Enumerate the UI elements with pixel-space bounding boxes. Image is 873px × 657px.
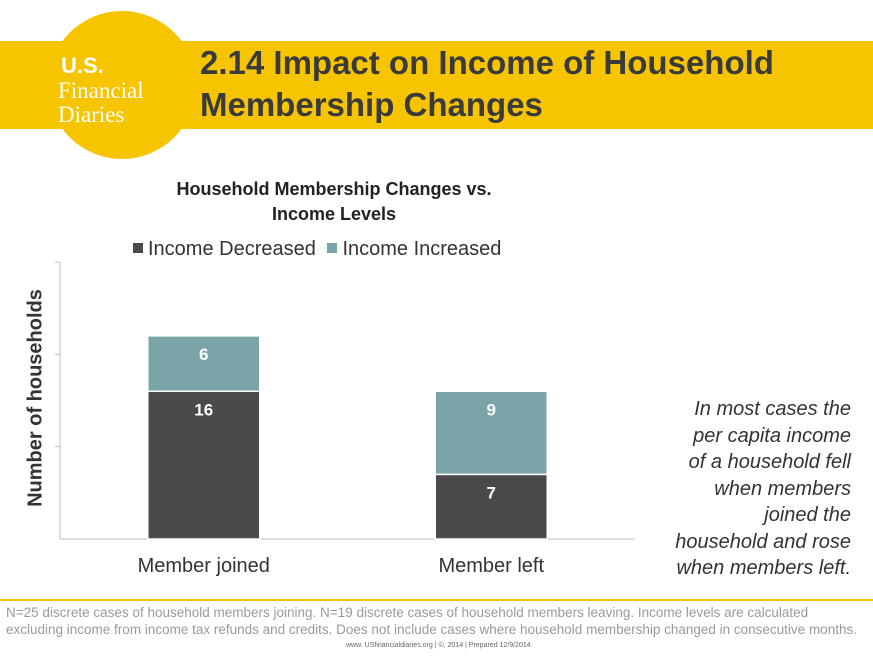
data-label: 6 xyxy=(199,345,208,364)
note-line: when members left. xyxy=(611,555,851,582)
note-line: per capita income xyxy=(611,423,851,450)
insight-note: In most cases the per capita income of a… xyxy=(611,396,851,582)
footer-credit: www. USfinancialdiaries.org | ©, 2014 | … xyxy=(346,642,531,649)
x-tick-label: Member left xyxy=(438,555,544,577)
note-line: when members xyxy=(611,476,851,503)
data-label: 7 xyxy=(487,483,496,502)
footer-divider xyxy=(0,599,873,601)
note-line: In most cases the xyxy=(611,396,851,423)
note-line: household and rose xyxy=(611,529,851,556)
x-tick-label: Member joined xyxy=(138,555,270,577)
note-line: joined the xyxy=(611,502,851,529)
note-line: of a household fell xyxy=(611,449,851,476)
data-label: 16 xyxy=(194,400,213,419)
footnote: N=25 discrete cases of household members… xyxy=(6,604,868,638)
data-label: 9 xyxy=(487,400,496,419)
